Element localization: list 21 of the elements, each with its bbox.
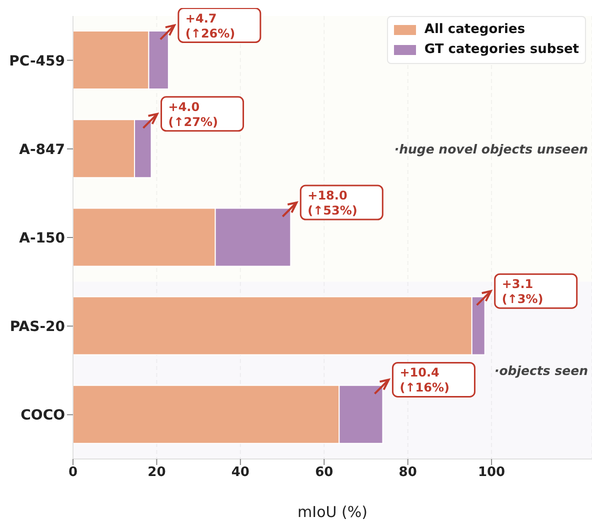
annotation: +18.0 (↑53%) xyxy=(308,188,358,218)
y-tick-label: PC-459 xyxy=(9,53,65,70)
y-tick-label: A-847 xyxy=(19,142,65,158)
annotation: +3.1 (↑3%) xyxy=(502,277,544,306)
band-label: ·objects seen xyxy=(494,362,588,378)
y-tick-label: A-150 xyxy=(19,230,66,246)
x-tick-label: 80 xyxy=(398,465,417,480)
x-axis-title: mIoU (%) xyxy=(298,503,368,521)
y-tick-label: COCO xyxy=(20,408,66,424)
x-tick-label: 40 xyxy=(231,465,250,480)
x-tick-label: 100 xyxy=(478,465,506,480)
annotation: +4.0 (↑27%) xyxy=(168,100,218,129)
x-tick-label: 0 xyxy=(68,465,78,480)
band-label: ·huge novel objects unseen xyxy=(394,141,588,156)
x-tick-label: 60 xyxy=(315,465,334,480)
x-tick-label: 20 xyxy=(148,465,166,480)
legend-label: GT categories subset xyxy=(424,41,579,59)
legend-label: All categories xyxy=(424,21,526,39)
annotation: +4.7 (↑26%) xyxy=(185,11,236,40)
y-tick-label: PAS-20 xyxy=(10,319,66,336)
annotation: +10.4 (↑16%) xyxy=(400,366,450,395)
